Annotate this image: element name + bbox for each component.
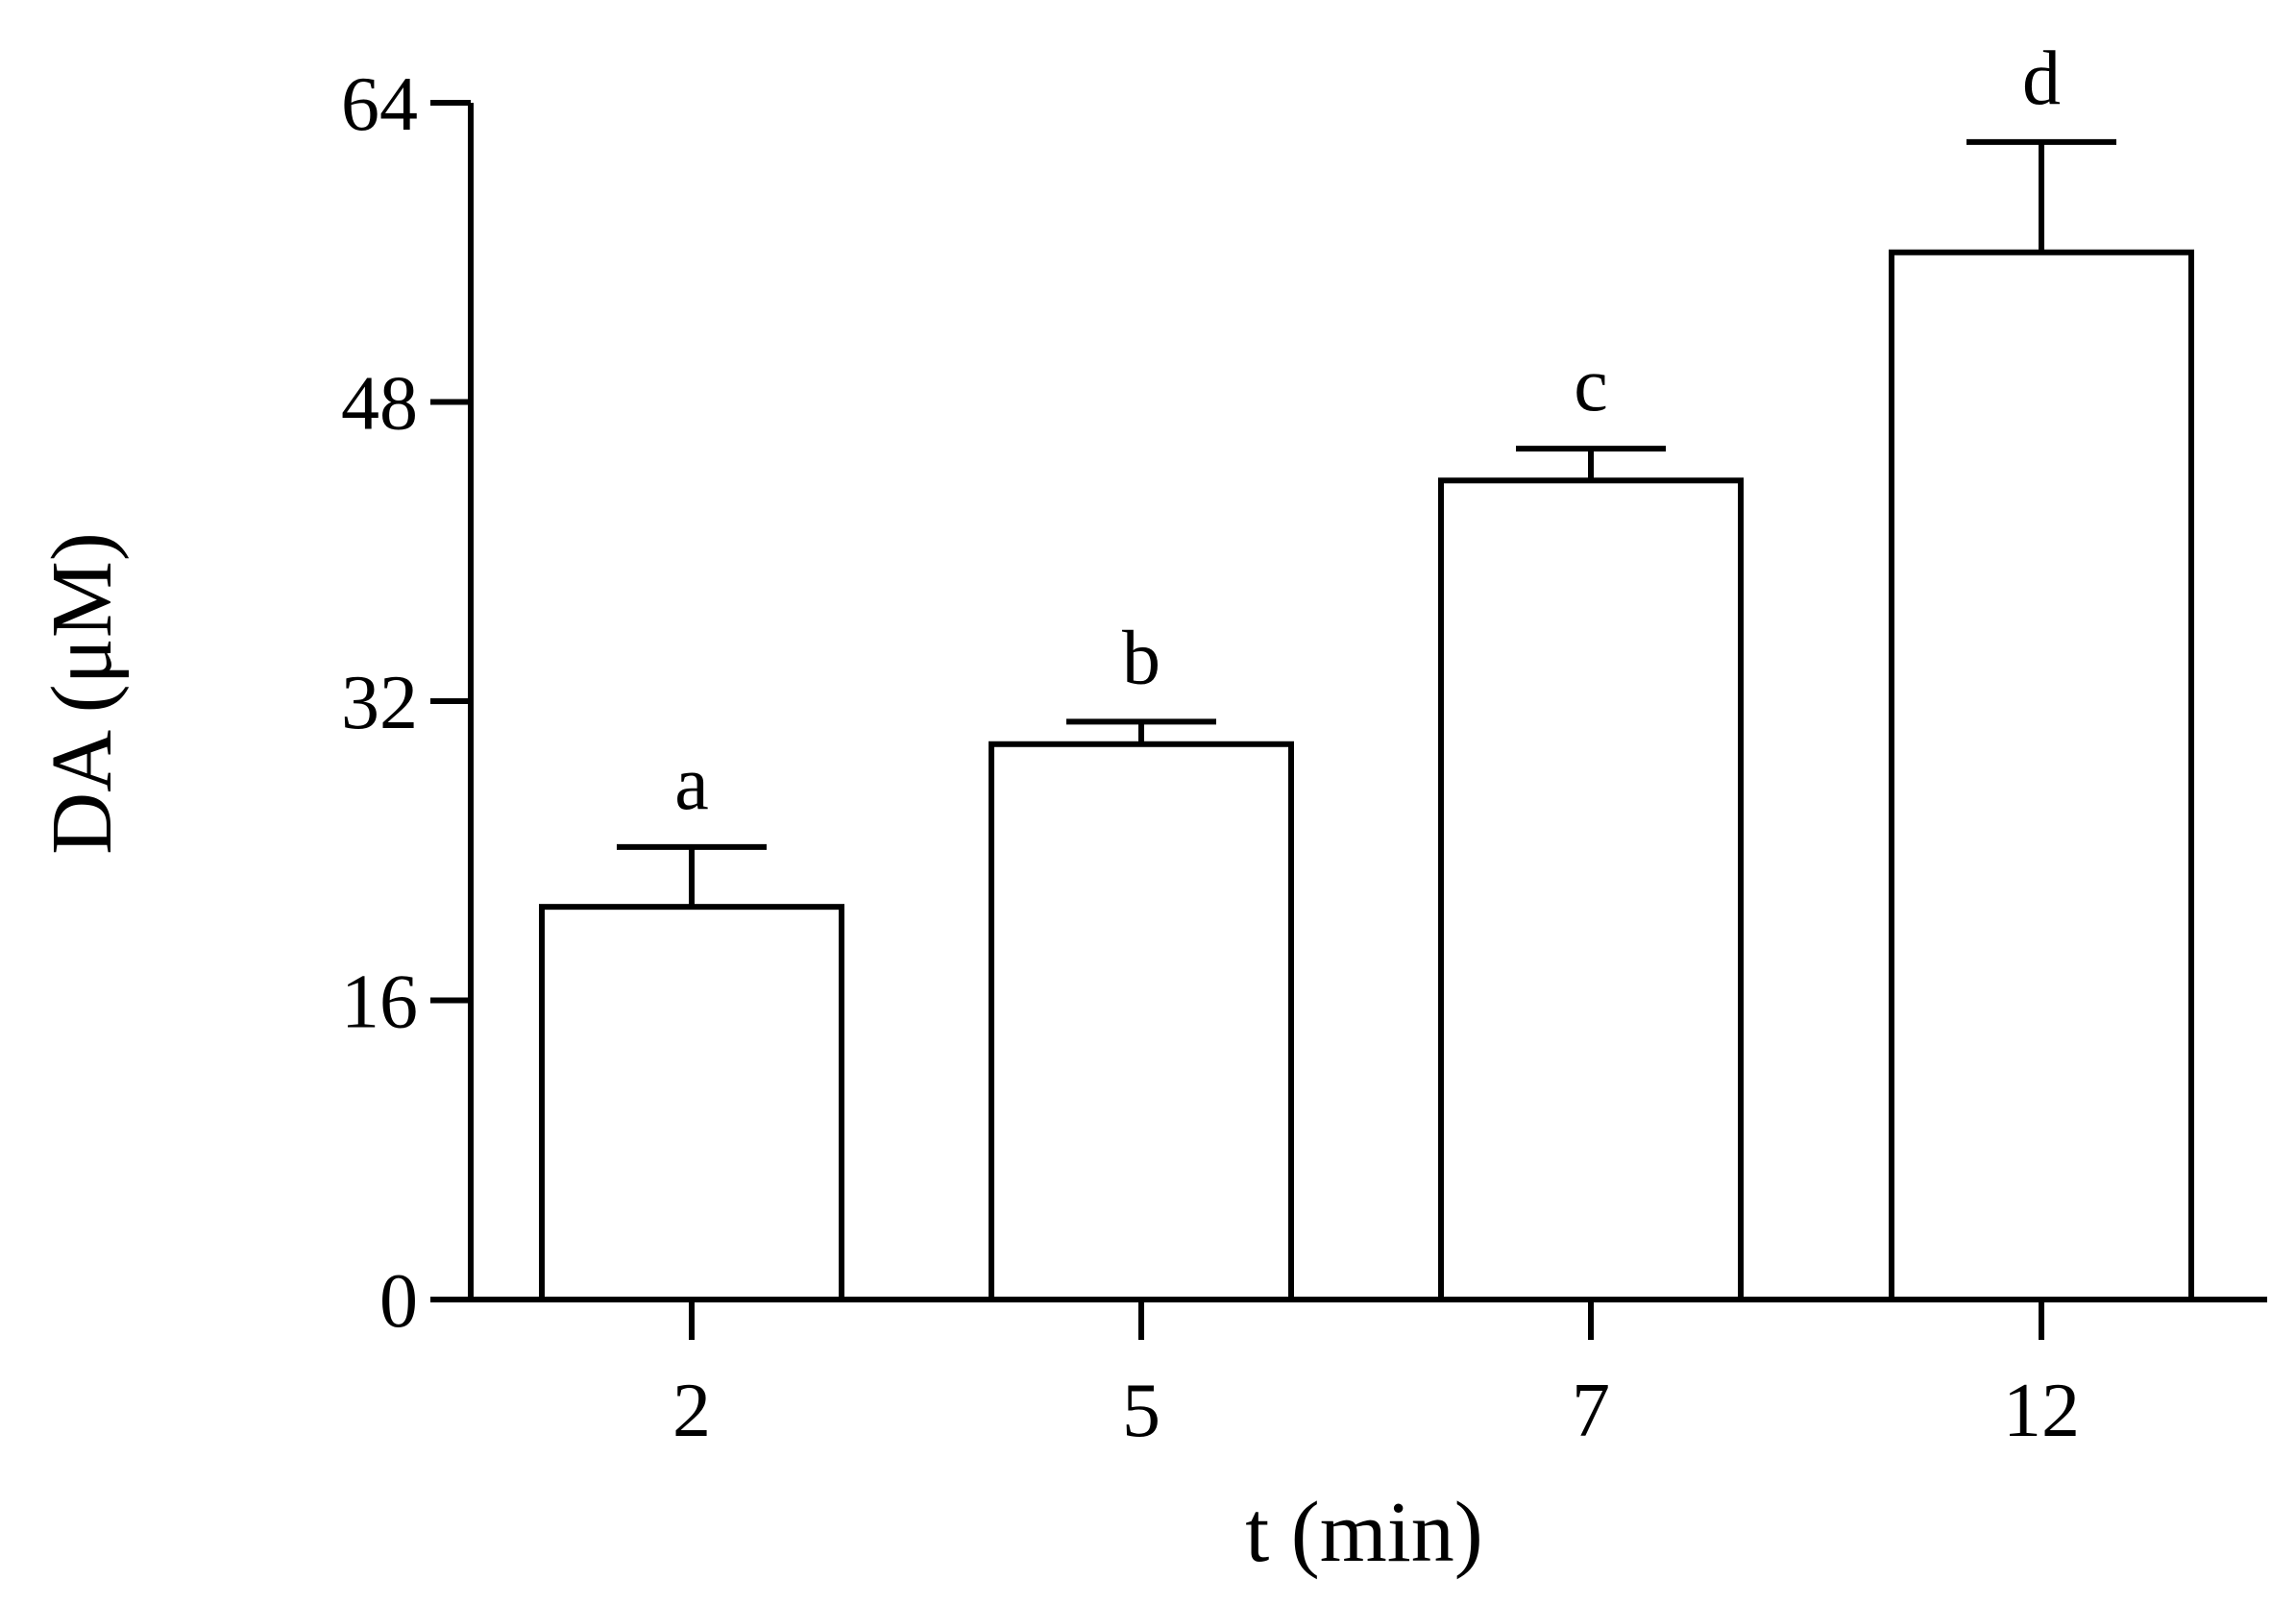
y-axis: 0 16 32 48 64 (341, 62, 474, 1344)
significance-labels-group: a b c d (674, 36, 2061, 826)
significance-label-12: d (2022, 36, 2061, 121)
significance-label-2: a (674, 741, 709, 826)
bar-5 (989, 741, 1294, 1302)
y-tick-label-64: 64 (341, 62, 418, 147)
bar-7 (1438, 477, 1744, 1302)
error-bars-group (617, 138, 2116, 908)
x-axis-title: t (min) (1245, 1485, 1482, 1580)
x-tick-label-5: 5 (1122, 1369, 1160, 1453)
x-axis: 2 5 7 12 (468, 1297, 2267, 1453)
bars-group (539, 249, 2194, 1302)
significance-label-7: c (1574, 343, 1608, 427)
x-tick-label-12: 12 (2003, 1369, 2080, 1453)
x-tick-label-7: 7 (1572, 1369, 1610, 1453)
y-axis-title: DA (μM) (35, 532, 130, 855)
y-tick-label-16: 16 (341, 960, 418, 1045)
bar-2 (539, 904, 844, 1302)
significance-label-5: b (1122, 616, 1160, 700)
y-tick-label-48: 48 (341, 362, 418, 447)
x-tick-label-2: 2 (672, 1369, 711, 1453)
y-tick-label-32: 32 (341, 661, 418, 745)
y-tick-label-0: 0 (379, 1259, 418, 1344)
bar-12 (1889, 249, 2194, 1302)
